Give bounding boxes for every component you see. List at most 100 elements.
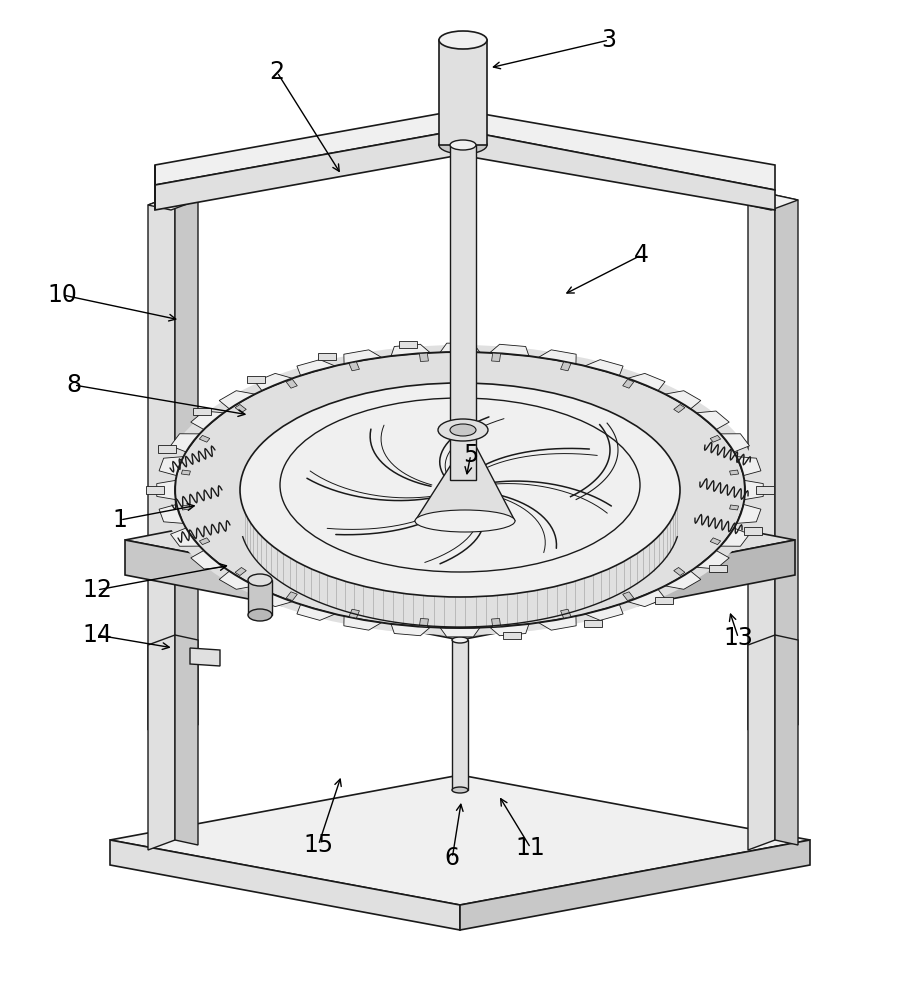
Polygon shape	[235, 567, 246, 576]
Polygon shape	[744, 480, 763, 500]
Polygon shape	[560, 609, 571, 618]
Polygon shape	[148, 195, 175, 730]
Polygon shape	[674, 567, 685, 576]
Ellipse shape	[240, 383, 680, 597]
Polygon shape	[125, 475, 795, 605]
Polygon shape	[720, 434, 749, 452]
Polygon shape	[235, 404, 246, 413]
Ellipse shape	[248, 574, 272, 586]
Ellipse shape	[452, 787, 468, 793]
Polygon shape	[756, 486, 774, 494]
Polygon shape	[775, 195, 798, 725]
Polygon shape	[175, 195, 198, 725]
Polygon shape	[696, 411, 729, 430]
Polygon shape	[175, 635, 198, 845]
Polygon shape	[419, 353, 428, 362]
Polygon shape	[391, 624, 430, 636]
Polygon shape	[255, 373, 293, 391]
Polygon shape	[286, 592, 297, 601]
Polygon shape	[146, 486, 164, 494]
Text: 13: 13	[724, 626, 753, 650]
Polygon shape	[460, 130, 775, 210]
Ellipse shape	[160, 345, 760, 635]
Polygon shape	[585, 604, 623, 620]
Polygon shape	[171, 434, 199, 452]
Polygon shape	[148, 195, 198, 210]
Polygon shape	[440, 343, 480, 352]
Polygon shape	[665, 571, 701, 589]
Text: 10: 10	[48, 283, 78, 307]
Text: 14: 14	[82, 623, 112, 647]
Polygon shape	[748, 195, 798, 210]
Polygon shape	[737, 457, 761, 476]
Text: 3: 3	[602, 28, 617, 52]
Polygon shape	[460, 840, 810, 930]
Text: 11: 11	[516, 836, 545, 860]
Polygon shape	[585, 360, 623, 376]
Polygon shape	[737, 504, 761, 523]
Ellipse shape	[452, 637, 468, 643]
Polygon shape	[775, 635, 798, 845]
Polygon shape	[297, 360, 335, 376]
Polygon shape	[450, 145, 476, 480]
Text: 5: 5	[463, 443, 478, 467]
Polygon shape	[710, 565, 727, 572]
Polygon shape	[199, 538, 210, 545]
Polygon shape	[182, 505, 190, 510]
Polygon shape	[729, 505, 738, 510]
Polygon shape	[159, 457, 184, 476]
Polygon shape	[199, 435, 210, 442]
Polygon shape	[155, 130, 460, 210]
Ellipse shape	[415, 510, 515, 532]
Polygon shape	[349, 609, 359, 618]
Polygon shape	[297, 604, 335, 620]
Polygon shape	[490, 344, 529, 356]
Polygon shape	[492, 353, 500, 362]
Polygon shape	[255, 589, 293, 607]
Ellipse shape	[450, 424, 476, 436]
Polygon shape	[148, 635, 175, 850]
Polygon shape	[460, 110, 775, 190]
Polygon shape	[492, 618, 500, 627]
Polygon shape	[110, 840, 460, 930]
Polygon shape	[748, 635, 775, 850]
Polygon shape	[560, 362, 571, 371]
Polygon shape	[748, 195, 775, 730]
Text: 2: 2	[270, 60, 284, 84]
Polygon shape	[155, 110, 460, 185]
Polygon shape	[157, 480, 175, 500]
Polygon shape	[696, 550, 729, 569]
Text: 12: 12	[82, 578, 112, 602]
Polygon shape	[318, 353, 336, 360]
Polygon shape	[623, 379, 634, 388]
Polygon shape	[460, 540, 795, 640]
Polygon shape	[419, 618, 428, 627]
Polygon shape	[171, 528, 199, 546]
Text: 4: 4	[634, 243, 649, 267]
Polygon shape	[415, 435, 515, 521]
Polygon shape	[439, 40, 487, 145]
Polygon shape	[654, 597, 673, 604]
Polygon shape	[286, 379, 297, 388]
Polygon shape	[191, 550, 223, 569]
Polygon shape	[391, 344, 430, 356]
Polygon shape	[538, 616, 576, 630]
Polygon shape	[248, 580, 272, 615]
Polygon shape	[110, 775, 810, 905]
Ellipse shape	[439, 136, 487, 154]
Text: 15: 15	[304, 833, 333, 857]
Polygon shape	[125, 540, 460, 640]
Ellipse shape	[438, 419, 488, 441]
Text: 8: 8	[66, 373, 81, 397]
Ellipse shape	[439, 31, 487, 49]
Polygon shape	[538, 350, 576, 364]
Polygon shape	[710, 538, 721, 545]
Polygon shape	[744, 527, 762, 535]
Polygon shape	[623, 592, 634, 601]
Polygon shape	[440, 628, 480, 637]
Polygon shape	[193, 408, 210, 415]
Polygon shape	[247, 376, 266, 383]
Text: 1: 1	[113, 508, 127, 532]
Polygon shape	[503, 632, 521, 639]
Polygon shape	[584, 620, 602, 627]
